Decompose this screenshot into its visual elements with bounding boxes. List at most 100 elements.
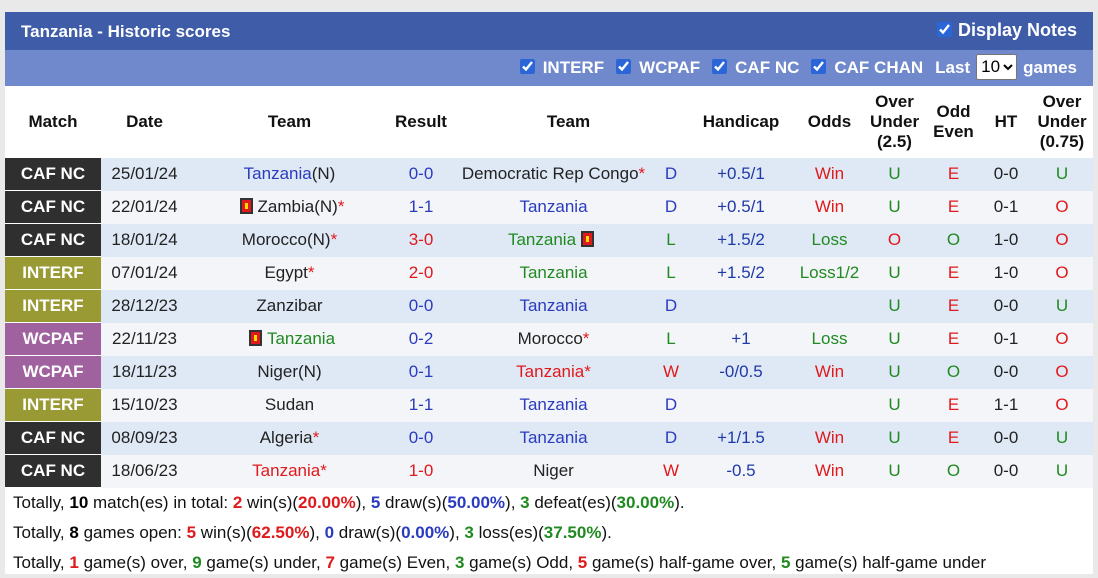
over-under: U xyxy=(863,190,926,224)
scores-panel: Tanzania - Historic scores Display Notes… xyxy=(5,12,1093,574)
filter-label: WCPAF xyxy=(639,58,701,77)
team-name: Morocco xyxy=(517,329,583,348)
column-header: Team xyxy=(451,86,686,158)
summary-text: 3 xyxy=(520,493,530,512)
away-team: Democratic Rep Congo* xyxy=(451,158,656,191)
summary-text: 5 xyxy=(577,553,588,572)
score: 2-0 xyxy=(391,256,451,290)
over-under-075: U xyxy=(1031,454,1093,488)
display-notes[interactable]: Display Notes xyxy=(936,20,1077,41)
filter[interactable]: CAF NC xyxy=(712,58,799,77)
away-team: Tanzania xyxy=(451,190,656,224)
summary-text: 8 xyxy=(69,523,79,542)
star: * xyxy=(582,329,590,348)
home-team: Sudan xyxy=(188,388,391,422)
filter-checkbox[interactable] xyxy=(712,59,728,74)
half-time: 0-0 xyxy=(981,421,1031,455)
over-under-075: U xyxy=(1031,289,1093,323)
red-card xyxy=(239,198,253,214)
over-under: U xyxy=(863,289,926,323)
summary-text: ), xyxy=(355,493,371,512)
summary-text: 5 xyxy=(186,523,197,542)
result: L xyxy=(656,256,686,290)
odds: Loss xyxy=(796,223,863,257)
odd-even: O xyxy=(926,223,981,257)
away-team: Tanzania xyxy=(451,289,656,323)
date: 08/09/23 xyxy=(101,421,188,455)
column-header: Date xyxy=(101,86,188,158)
filter[interactable]: INTERF xyxy=(519,58,605,77)
filter-checkbox[interactable] xyxy=(519,59,535,74)
half-time: 0-1 xyxy=(981,322,1031,356)
home-team: Niger(N) xyxy=(188,355,391,389)
match-row: INTERF 28/12/23 Zanzibar 0-0 Tanzania D U E 0-0 U xyxy=(5,289,1093,323)
column-header-text: Over xyxy=(875,92,914,111)
handicap xyxy=(686,289,796,323)
filter[interactable]: CAF CHAN xyxy=(811,58,923,77)
summary-text: win(s)( xyxy=(242,493,299,512)
filter-checkbox[interactable] xyxy=(811,59,827,74)
odd-even: E xyxy=(926,289,981,323)
score: 1-0 xyxy=(391,454,451,488)
filter-label: INTERF xyxy=(542,58,605,77)
summary-text: Totally, xyxy=(13,523,70,542)
odds: Win xyxy=(796,190,863,224)
column-header-text: (0.75) xyxy=(1039,132,1085,151)
display-notes-label: Display Notes xyxy=(957,20,1077,40)
column-header-text: Odds xyxy=(807,112,852,131)
result: D xyxy=(656,158,686,191)
filter-checkbox[interactable] xyxy=(616,59,632,74)
over-under-075: O xyxy=(1031,322,1093,356)
handicap: -0/0.5 xyxy=(686,355,796,389)
summary: Totally, 10 match(es) in total: 2 win(s)… xyxy=(5,488,1093,578)
team-name: Tanzania xyxy=(243,164,312,184)
result: W xyxy=(656,454,686,488)
result: D xyxy=(656,190,686,224)
half-time: 1-0 xyxy=(981,256,1031,290)
over-under-075: U xyxy=(1031,421,1093,455)
column-header-text: Team xyxy=(267,112,312,131)
column-header-text: Over xyxy=(1042,92,1082,111)
home-team: Tanzania xyxy=(188,322,391,356)
half-time: 1-1 xyxy=(981,388,1031,422)
over-under-075: U xyxy=(1031,158,1093,191)
date: 18/01/24 xyxy=(101,223,188,257)
title-bar: Tanzania - Historic scores Display Notes xyxy=(5,12,1093,50)
match-row: CAF NC 18/01/24 Morocco(N)* 3-0 Tanzania L +1.… xyxy=(5,223,1093,257)
competition: WCPAF xyxy=(5,322,101,356)
last-label: Last xyxy=(935,58,971,77)
odds xyxy=(796,388,863,422)
summary-text: game(s) Even, xyxy=(334,553,455,572)
summary-text: 30.00% xyxy=(616,493,675,512)
neutral-note: (N) xyxy=(314,197,338,216)
column-header-text: Under xyxy=(1037,112,1087,131)
scores-table: Match Date Team Result Team Handicap Odds Over U… xyxy=(5,86,1093,488)
summary-text: game(s) over, xyxy=(78,553,193,572)
column-header: Over Under (2.5) xyxy=(863,86,926,158)
last-select[interactable]: 10 xyxy=(976,53,1018,80)
filter[interactable]: WCPAF xyxy=(616,58,700,77)
summary-line: Totally, 10 match(es) in total: 2 win(s)… xyxy=(13,488,1093,518)
column-header: Handicap xyxy=(686,86,796,158)
title: Tanzania - Historic scores xyxy=(21,22,231,41)
team-name: Democratic Rep Congo xyxy=(461,164,639,184)
date: 28/12/23 xyxy=(101,289,188,323)
score: 0-1 xyxy=(391,355,451,389)
display-notes-checkbox[interactable] xyxy=(936,22,952,37)
date: 25/01/24 xyxy=(101,158,188,191)
over-under-075: O xyxy=(1031,256,1093,290)
date: 18/06/23 xyxy=(101,454,188,488)
summary-text: games open: xyxy=(78,523,187,542)
match-row: CAF NC 25/01/24 Tanzania(N) 0-0 Democratic R… xyxy=(5,158,1093,191)
team-name: Tanzania xyxy=(516,362,585,381)
summary-text: ). xyxy=(674,493,685,512)
competition: CAF NC xyxy=(5,190,101,224)
away-team: Morocco* xyxy=(451,322,656,356)
summary-text: 9 xyxy=(192,553,202,572)
home-team: Algeria* xyxy=(188,421,391,455)
team-name: Sudan xyxy=(264,395,315,414)
summary-text: 3 xyxy=(464,523,474,542)
summary-text: 2 xyxy=(232,493,243,512)
filter-label: CAF NC xyxy=(735,58,800,77)
column-header-text: Result xyxy=(395,112,447,131)
